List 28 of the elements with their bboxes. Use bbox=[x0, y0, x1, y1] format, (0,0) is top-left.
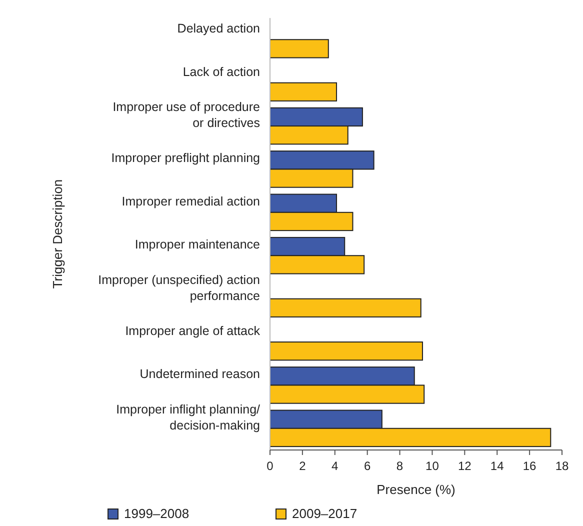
x-tick-label: 10 bbox=[426, 459, 440, 473]
x-tick-label: 4 bbox=[332, 459, 339, 473]
bar bbox=[270, 342, 423, 361]
x-tick-label: 2 bbox=[299, 459, 306, 473]
y-tick-label: Improper (unspecified) action performance bbox=[98, 272, 260, 303]
x-tick-label: 12 bbox=[458, 459, 472, 473]
x-tick-label: 14 bbox=[490, 459, 504, 473]
bar bbox=[270, 82, 338, 102]
y-tick-label: Improper preflight planning bbox=[111, 151, 260, 166]
bar bbox=[270, 298, 422, 318]
y-tick-label: Improper remedial action bbox=[122, 194, 260, 208]
y-tick-label: Improper angle of attack bbox=[125, 324, 261, 338]
x-tick-label: 16 bbox=[522, 459, 537, 473]
y-tick-label: Improper inflight planning/decision-making bbox=[116, 402, 261, 432]
y-axis-title: Trigger Description bbox=[50, 179, 65, 289]
y-tick-label: Delayed action bbox=[177, 22, 260, 36]
y-tick-label: Improper use of procedure or directives bbox=[112, 100, 260, 130]
legend-label: 2009–2017 bbox=[292, 506, 358, 521]
x-tick-label: 8 bbox=[396, 459, 404, 473]
bar bbox=[270, 39, 329, 58]
y-tick-label: Lack of action bbox=[182, 64, 260, 79]
x-axis-title: Presence (%) bbox=[376, 482, 456, 497]
y-tick-label: Improper maintenance bbox=[134, 238, 260, 252]
x-tick-label: 6 bbox=[364, 459, 371, 473]
x-tick-label: 0 bbox=[266, 459, 274, 473]
x-tick-label: 18 bbox=[555, 459, 569, 473]
y-tick-label: Undetermined reason bbox=[140, 367, 260, 382]
legend-label: 1999–2008 bbox=[124, 506, 190, 521]
